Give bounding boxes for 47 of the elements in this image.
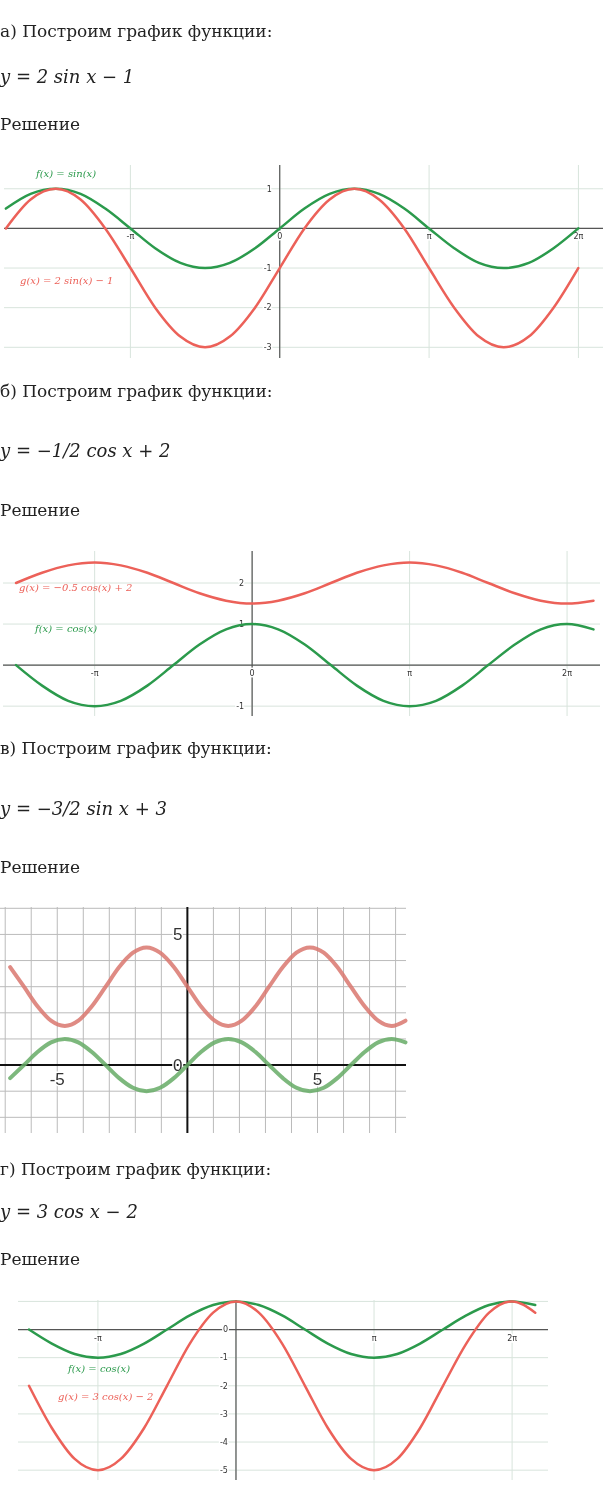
chart-subtitle: y = −1/2 cos x + 2 — [0, 440, 171, 461]
y-tick-label: 0 — [222, 1325, 228, 1335]
x-tick-label: -π — [126, 232, 135, 242]
y-tick-label: 2 — [239, 578, 245, 588]
y-tick-label: -1 — [263, 263, 272, 273]
series-label: f(x) = sin(x) — [35, 167, 97, 179]
x-tick-label: -π — [90, 669, 99, 679]
x-tick-label: π — [407, 669, 413, 679]
line-series — [27, 1300, 537, 1359]
y-tick-label: -4 — [219, 1437, 228, 1447]
y-tick-label: -2 — [263, 303, 272, 313]
y-tick-label: 1 — [266, 184, 272, 194]
chart-subtitle: y = 3 cos x − 2 — [0, 1201, 138, 1222]
series-label: g(x) = 2 sin(x) − 1 — [20, 274, 114, 286]
y-tick-label: -1 — [236, 701, 245, 711]
x-tick-label: -π — [94, 1333, 102, 1343]
x-tick-label: 2π — [507, 1333, 518, 1343]
chart-subtitle: y = −3/2 sin x + 3 — [0, 798, 167, 819]
text: Решение — [0, 114, 81, 134]
x-tick-label: π — [371, 1333, 377, 1343]
series-label: f(x) = cos(x) — [67, 1362, 131, 1374]
chart-title: в) Построим график функции: — [0, 738, 272, 758]
x-tick-label: 2π — [573, 232, 584, 242]
line-series — [8, 945, 408, 1028]
y-tick-label: -3 — [263, 343, 272, 353]
text: Решение — [0, 1249, 81, 1269]
y-tick-label: -2 — [219, 1381, 228, 1391]
text: Решение — [0, 500, 81, 520]
series-label: g(x) = −0.5 cos(x) + 2 — [19, 582, 133, 594]
y-tick-label: -1 — [219, 1353, 228, 1363]
y-tick-label: -5 — [219, 1465, 228, 1475]
line-series — [27, 1300, 537, 1472]
x-tick-label: 0 — [249, 669, 255, 679]
y-tick-label: -3 — [219, 1409, 228, 1419]
chart-title: б) Построим график функции: — [0, 381, 273, 401]
chart-title: г) Построим график функции: — [0, 1159, 272, 1179]
text: f(x) = cos(x) — [34, 623, 98, 635]
series-label: g(x) = 3 cos(x) − 2 — [58, 1390, 154, 1402]
line-series — [14, 622, 595, 708]
text: Решение — [0, 857, 81, 877]
line-series — [14, 561, 595, 605]
x-tick-label: 2π — [562, 669, 573, 679]
line-series — [8, 1036, 408, 1094]
chart-subtitle: y = 2 sin x − 1 — [0, 66, 135, 87]
x-tick-label: π — [426, 232, 432, 242]
x-tick-label: 0 — [277, 232, 283, 242]
chart-title: а) Построим график функции: — [0, 21, 273, 41]
